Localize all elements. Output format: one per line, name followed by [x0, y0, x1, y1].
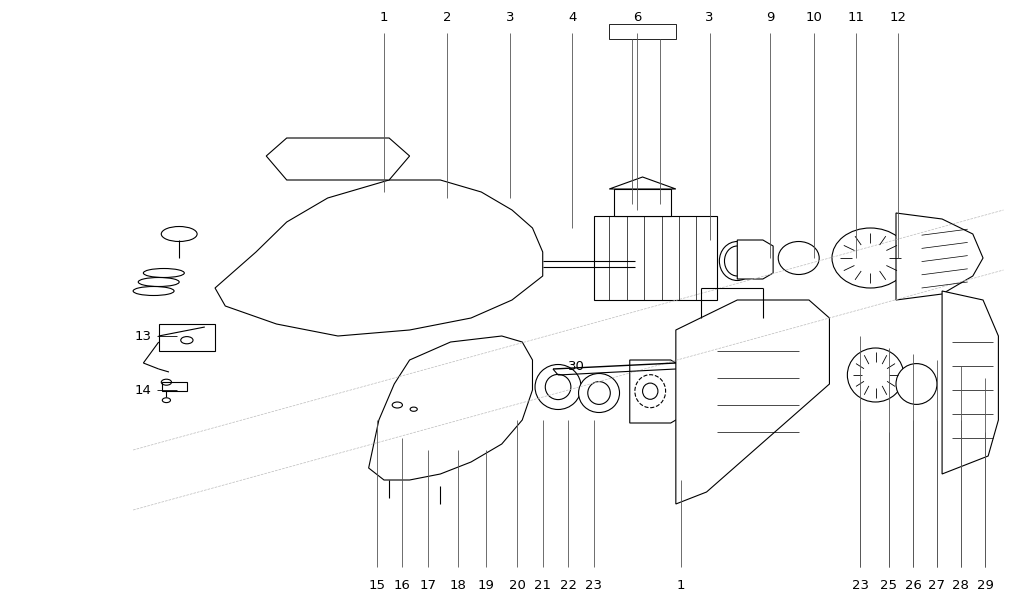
Text: 26: 26 — [905, 579, 922, 592]
Text: 25: 25 — [881, 579, 897, 592]
Text: 27: 27 — [929, 579, 945, 592]
Text: 12: 12 — [890, 11, 906, 24]
Text: 11: 11 — [848, 11, 864, 24]
Text: 19: 19 — [478, 579, 495, 592]
Text: 9: 9 — [766, 11, 774, 24]
Ellipse shape — [778, 242, 819, 275]
Ellipse shape — [848, 348, 903, 402]
Ellipse shape — [579, 373, 620, 413]
Polygon shape — [737, 240, 773, 279]
Text: 16: 16 — [394, 579, 411, 592]
Text: 30: 30 — [568, 359, 585, 373]
Text: 21: 21 — [535, 579, 551, 592]
Ellipse shape — [896, 364, 937, 404]
Ellipse shape — [719, 242, 755, 281]
Bar — [162, 382, 187, 391]
Polygon shape — [942, 291, 998, 474]
Text: 18: 18 — [450, 579, 466, 592]
Text: 3: 3 — [506, 11, 514, 24]
Text: 1: 1 — [380, 11, 388, 24]
Ellipse shape — [392, 402, 402, 408]
Polygon shape — [369, 336, 532, 480]
Polygon shape — [676, 300, 829, 504]
Text: 23: 23 — [586, 579, 602, 592]
Text: 28: 28 — [952, 579, 969, 592]
Text: 17: 17 — [420, 579, 436, 592]
Text: 23: 23 — [852, 579, 868, 592]
Polygon shape — [630, 360, 691, 423]
Text: 14: 14 — [135, 383, 152, 397]
Text: 13: 13 — [134, 329, 152, 343]
Text: 22: 22 — [560, 579, 577, 592]
Text: 6: 6 — [633, 11, 641, 24]
Ellipse shape — [725, 246, 750, 276]
Text: 15: 15 — [369, 579, 385, 592]
Text: 29: 29 — [977, 579, 993, 592]
Text: 2: 2 — [443, 11, 452, 24]
Polygon shape — [896, 213, 983, 300]
Ellipse shape — [161, 226, 197, 241]
Bar — [614, 189, 671, 216]
Ellipse shape — [410, 407, 418, 412]
Bar — [609, 24, 676, 39]
Text: 20: 20 — [509, 579, 525, 592]
Text: 3: 3 — [706, 11, 714, 24]
Polygon shape — [609, 177, 676, 189]
Ellipse shape — [831, 228, 909, 288]
Polygon shape — [215, 180, 543, 336]
Bar — [594, 216, 717, 300]
Text: 10: 10 — [806, 11, 822, 24]
Ellipse shape — [536, 364, 582, 409]
Polygon shape — [266, 138, 410, 180]
Bar — [159, 324, 215, 351]
Text: 1: 1 — [677, 579, 685, 592]
Text: 4: 4 — [568, 11, 577, 24]
